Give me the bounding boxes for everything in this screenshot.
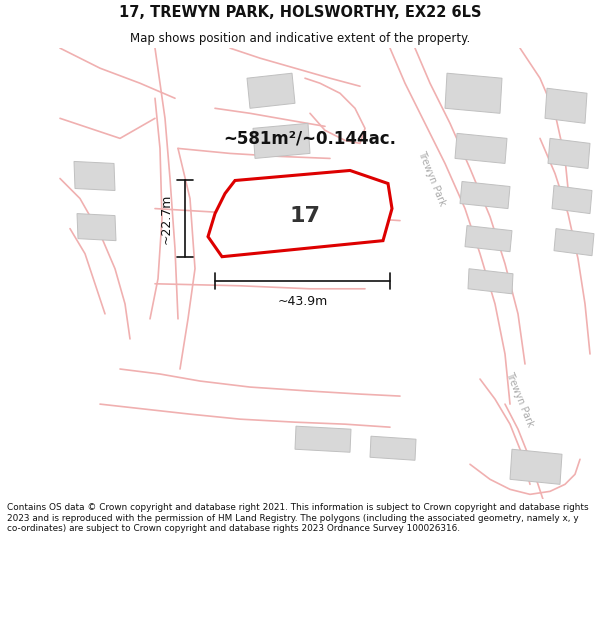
Polygon shape — [460, 181, 510, 209]
Polygon shape — [510, 449, 562, 484]
Polygon shape — [455, 133, 507, 164]
Polygon shape — [208, 171, 392, 257]
Polygon shape — [548, 138, 590, 169]
Text: 17, TREWYN PARK, HOLSWORTHY, EX22 6LS: 17, TREWYN PARK, HOLSWORTHY, EX22 6LS — [119, 4, 481, 19]
Polygon shape — [74, 161, 115, 191]
Polygon shape — [554, 229, 594, 256]
Polygon shape — [253, 123, 310, 158]
Text: ~581m²/~0.144ac.: ~581m²/~0.144ac. — [223, 129, 397, 148]
Text: ~43.9m: ~43.9m — [277, 295, 328, 308]
Polygon shape — [545, 88, 587, 123]
Text: ~22.7m: ~22.7m — [160, 193, 173, 244]
Polygon shape — [468, 269, 513, 294]
Polygon shape — [247, 73, 295, 108]
Text: Trewyn Park: Trewyn Park — [416, 149, 448, 208]
Text: Contains OS data © Crown copyright and database right 2021. This information is : Contains OS data © Crown copyright and d… — [7, 503, 589, 533]
Polygon shape — [445, 73, 502, 113]
Text: Map shows position and indicative extent of the property.: Map shows position and indicative extent… — [130, 32, 470, 45]
Polygon shape — [370, 436, 416, 460]
Text: 17: 17 — [290, 206, 320, 226]
Polygon shape — [465, 226, 512, 252]
Text: Trewyn Park: Trewyn Park — [505, 370, 536, 428]
Polygon shape — [77, 214, 116, 241]
Polygon shape — [295, 426, 351, 452]
Polygon shape — [552, 186, 592, 214]
